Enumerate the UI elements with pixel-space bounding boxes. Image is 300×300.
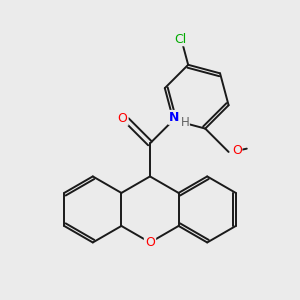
Text: O: O: [145, 236, 155, 249]
Text: Cl: Cl: [174, 33, 187, 46]
Text: O: O: [118, 112, 128, 125]
Text: H: H: [181, 116, 189, 129]
Text: N: N: [169, 111, 179, 124]
Text: O: O: [232, 144, 242, 157]
